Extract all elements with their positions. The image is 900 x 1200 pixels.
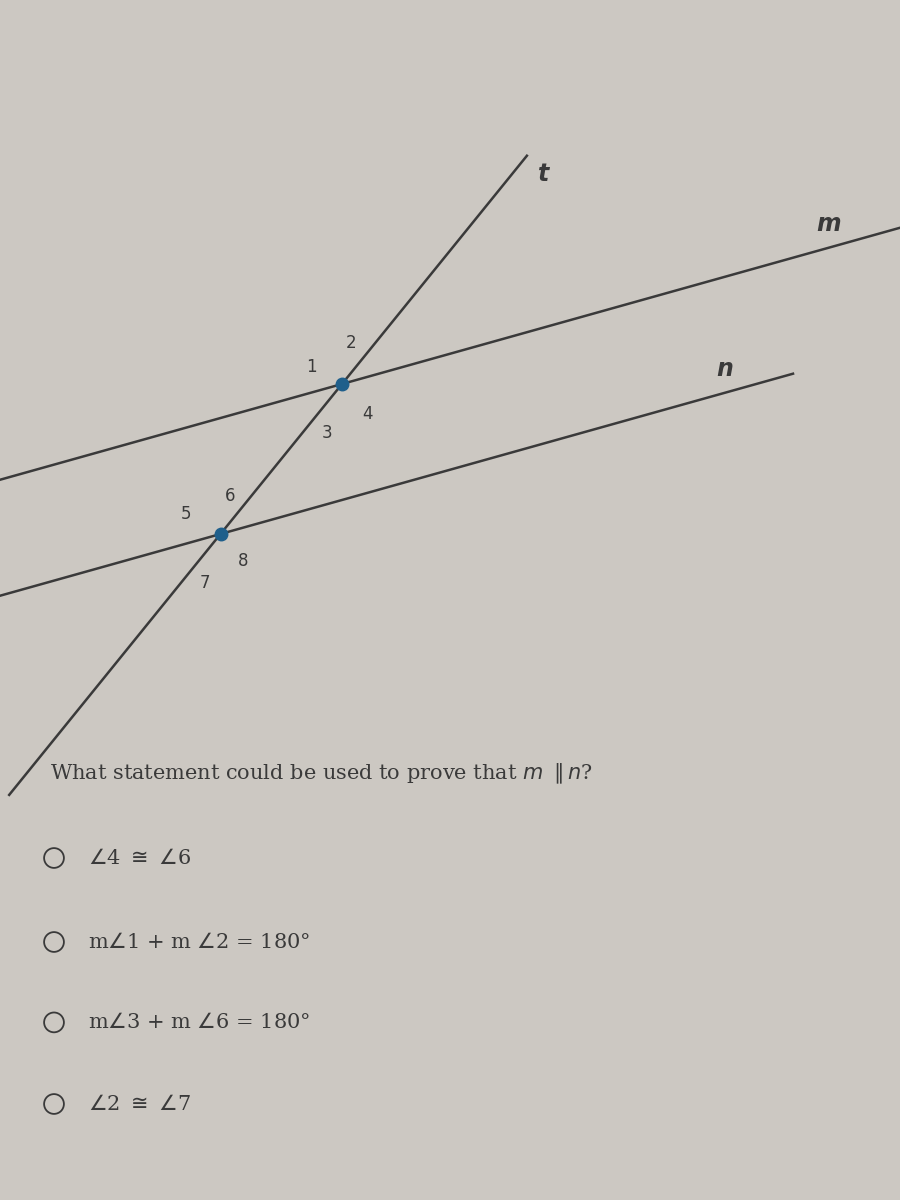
- Text: 8: 8: [238, 552, 248, 570]
- Text: t: t: [537, 162, 549, 186]
- Text: m: m: [816, 211, 841, 235]
- Text: 5: 5: [180, 505, 191, 523]
- Text: 3: 3: [321, 424, 332, 442]
- Text: n: n: [716, 356, 733, 380]
- Text: m$\angle$3 + m $\angle$6 = 180°: m$\angle$3 + m $\angle$6 = 180°: [88, 1013, 310, 1032]
- Text: What statement could be used to prove that $m$ $\parallel$$n$?: What statement could be used to prove th…: [50, 762, 592, 786]
- Text: $\angle$4 $\cong$ $\angle$6: $\angle$4 $\cong$ $\angle$6: [88, 848, 192, 868]
- Text: 7: 7: [200, 574, 211, 592]
- Text: 4: 4: [362, 406, 373, 424]
- Text: $\angle$2 $\cong$ $\angle$7: $\angle$2 $\cong$ $\angle$7: [88, 1094, 192, 1114]
- Text: 1: 1: [306, 358, 316, 376]
- Text: 6: 6: [224, 487, 235, 505]
- Text: m$\angle$1 + m $\angle$2 = 180°: m$\angle$1 + m $\angle$2 = 180°: [88, 932, 310, 952]
- Text: 2: 2: [346, 335, 356, 353]
